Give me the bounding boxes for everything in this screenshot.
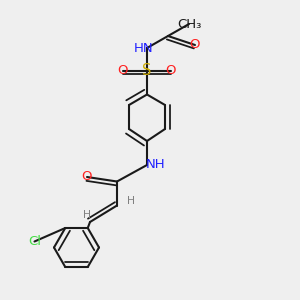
Text: CH₃: CH₃ — [177, 17, 201, 31]
Text: H: H — [127, 196, 134, 206]
Text: O: O — [118, 64, 128, 77]
Text: Cl: Cl — [28, 235, 41, 248]
Text: NH: NH — [146, 158, 166, 172]
Text: HN: HN — [134, 41, 154, 55]
Text: H: H — [83, 209, 91, 220]
Text: S: S — [142, 63, 152, 78]
Text: O: O — [190, 38, 200, 52]
Text: O: O — [166, 64, 176, 77]
Text: O: O — [82, 170, 92, 184]
